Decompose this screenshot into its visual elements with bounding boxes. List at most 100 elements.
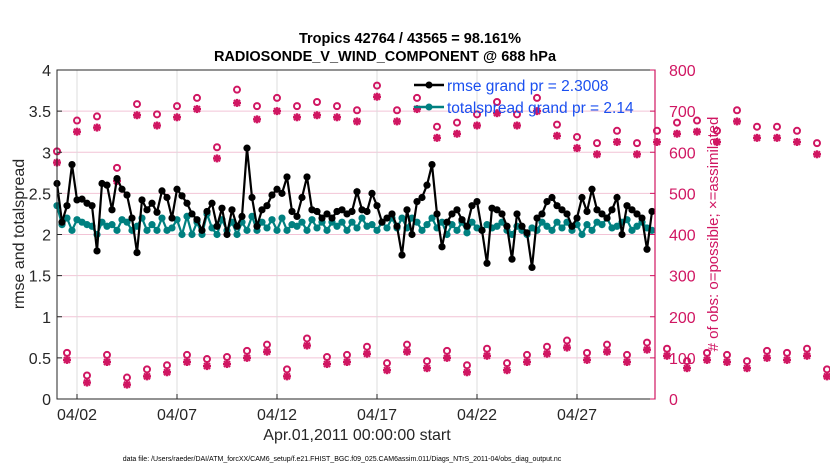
obs-possible-point	[233, 85, 241, 94]
obs-possible-point	[303, 334, 311, 343]
y-tick-label: 3	[42, 145, 51, 162]
obs-possible-point	[63, 348, 71, 357]
chart-title: Tropics 42764 / 43565 = 98.161%	[299, 31, 521, 47]
rmse-point	[263, 202, 271, 210]
obs-possible-point	[583, 348, 591, 357]
y-tick-label: 0.5	[29, 351, 51, 368]
rmse-point	[353, 188, 361, 196]
rmse-point	[513, 210, 521, 218]
obs-assimilated-point	[583, 355, 591, 364]
rmse-point	[138, 196, 146, 204]
y-tick-label: 2.5	[29, 186, 51, 203]
obs-possible-point	[553, 120, 561, 129]
rmse-point	[298, 193, 306, 202]
rmse-point	[548, 193, 556, 202]
obs-assimilated-point	[83, 378, 91, 387]
obs-possible-point	[323, 352, 331, 361]
obs-assimilated-point	[783, 355, 791, 364]
rmse-point	[618, 230, 626, 239]
obs-assimilated-point	[633, 150, 641, 159]
obs-assimilated-point	[473, 121, 481, 130]
obs-possible-point	[123, 373, 131, 382]
rmse-point	[193, 216, 201, 224]
totalspread-point	[428, 214, 436, 222]
obs-assimilated-point	[343, 357, 351, 366]
totalspread-point	[243, 226, 251, 234]
totalspread-point	[258, 218, 266, 226]
totalspread-point	[493, 222, 501, 230]
x-tick-label: 04/07	[157, 407, 197, 424]
totalspread-point	[148, 221, 156, 229]
rmse-point	[103, 181, 111, 189]
obs-assimilated-point	[133, 111, 141, 120]
obs-possible-point	[743, 357, 751, 366]
obs-possible-point	[763, 346, 771, 355]
obs-possible-point	[193, 93, 201, 102]
obs-assimilated-point	[123, 380, 131, 389]
totalspread-point	[348, 218, 356, 226]
rmse-point	[533, 214, 541, 222]
legend-totalspread-marker	[425, 103, 433, 111]
rmse-point	[158, 187, 166, 195]
totalspread-point	[543, 222, 551, 230]
obs-assimilated-point	[363, 349, 371, 358]
totalspread-point	[418, 226, 426, 234]
rmse-point	[368, 189, 376, 197]
obs-assimilated-point	[463, 368, 471, 377]
totalspread-point	[353, 224, 361, 232]
obs-assimilated-point	[493, 109, 501, 118]
obs-assimilated-point	[653, 137, 661, 146]
obs-possible-point	[753, 122, 761, 131]
rmse-point	[63, 202, 71, 210]
rmse-point	[328, 214, 336, 222]
totalspread-point	[373, 226, 381, 234]
obs-assimilated-point	[533, 107, 541, 116]
rmse-point	[408, 230, 416, 239]
rmse-point	[278, 189, 286, 197]
rmse-point	[93, 247, 101, 255]
obs-assimilated-point	[523, 357, 531, 366]
rmse-point	[423, 181, 431, 189]
rmse-point	[383, 214, 391, 222]
rmse-point	[613, 193, 621, 202]
rmse-point	[113, 174, 121, 183]
rmse-point	[198, 226, 206, 234]
obs-assimilated-point	[813, 150, 821, 159]
totalspread-point	[178, 230, 186, 239]
obs-possible-point	[773, 122, 781, 131]
y2-tick-label: 800	[669, 63, 696, 80]
rmse-point	[168, 214, 176, 222]
rmse-point	[578, 193, 586, 202]
rmse-point	[563, 210, 571, 218]
rmse-point	[453, 206, 461, 214]
obs-possible-point	[93, 112, 101, 121]
x-tick-label: 04/02	[57, 407, 97, 424]
rmse-point	[503, 222, 511, 230]
y2-tick-label: 0	[669, 392, 678, 409]
totalspread-point	[598, 221, 606, 229]
obs-assimilated-point	[723, 357, 731, 366]
rmse-point	[318, 214, 326, 222]
obs-assimilated-point	[433, 133, 441, 142]
rmse-point	[638, 214, 646, 222]
rmse-point	[183, 199, 191, 207]
rmse-point	[643, 245, 651, 253]
rmse-point	[418, 193, 426, 202]
rmse-point	[493, 206, 501, 214]
obs-assimilated-point	[73, 127, 81, 136]
obs-possible-point	[663, 344, 671, 353]
obs-possible-point	[243, 346, 251, 355]
legend-totalspread-label: totalspread grand pr = 2.14	[447, 100, 634, 117]
obs-possible-point	[633, 139, 641, 148]
totalspread-point	[613, 222, 621, 230]
obs-assimilated-point	[103, 357, 111, 366]
rmse-point	[498, 210, 506, 218]
obs-assimilated-point	[153, 121, 161, 130]
rmse-point	[558, 206, 566, 214]
rmse-point	[428, 160, 436, 169]
rmse-point	[363, 207, 371, 216]
totalspread-point	[333, 222, 341, 230]
rmse-point	[633, 210, 641, 218]
y2-tick-label: 500	[669, 186, 696, 203]
obs-possible-point	[163, 361, 171, 370]
